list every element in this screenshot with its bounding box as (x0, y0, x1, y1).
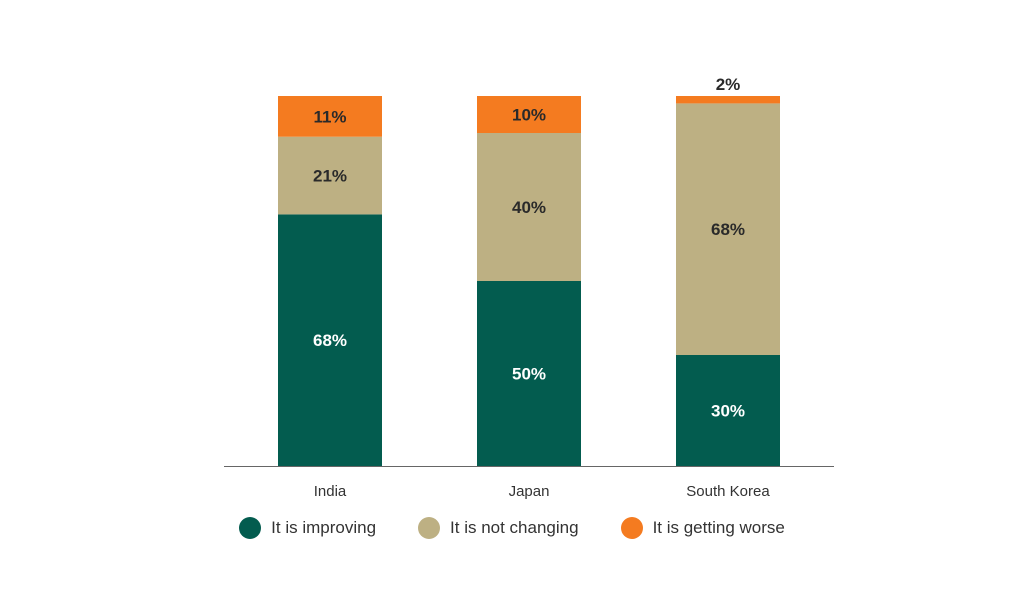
data-label: 30% (711, 402, 745, 421)
bar-segment (676, 355, 780, 466)
data-label: 68% (313, 331, 347, 350)
bar-segment (278, 96, 382, 137)
data-label: 2% (716, 75, 741, 94)
bar-segment (278, 214, 382, 466)
legend-swatch (418, 517, 441, 539)
legend-label: It is not changing (450, 518, 579, 537)
x-tick-label: India (314, 483, 347, 500)
x-tick-label: South Korea (686, 483, 770, 500)
data-label: 50% (512, 365, 546, 384)
legend: It is improving It is not changing It is g… (0, 510, 1024, 546)
legend-swatch (620, 517, 643, 539)
data-label: 11% (313, 107, 346, 126)
legend-swatch (239, 517, 262, 539)
legend-label: It is getting worse (652, 518, 785, 537)
legend-item: It is improving (239, 517, 376, 539)
bar-segment (477, 133, 581, 281)
legend-item: It is getting worse (620, 517, 785, 539)
bar-segment (676, 96, 780, 104)
legend-label: It is improving (271, 518, 377, 537)
bar-segment (477, 96, 581, 133)
data-label: 21% (313, 167, 347, 186)
x-tick-label: Japan (509, 483, 550, 500)
bar-segment (278, 136, 382, 215)
bar-segment (477, 281, 581, 466)
data-label: 68% (711, 220, 745, 239)
data-label: 10% (512, 106, 546, 125)
bar-segment (676, 103, 780, 356)
data-label: 40% (512, 198, 546, 217)
legend-item: It is not changing (418, 517, 579, 539)
